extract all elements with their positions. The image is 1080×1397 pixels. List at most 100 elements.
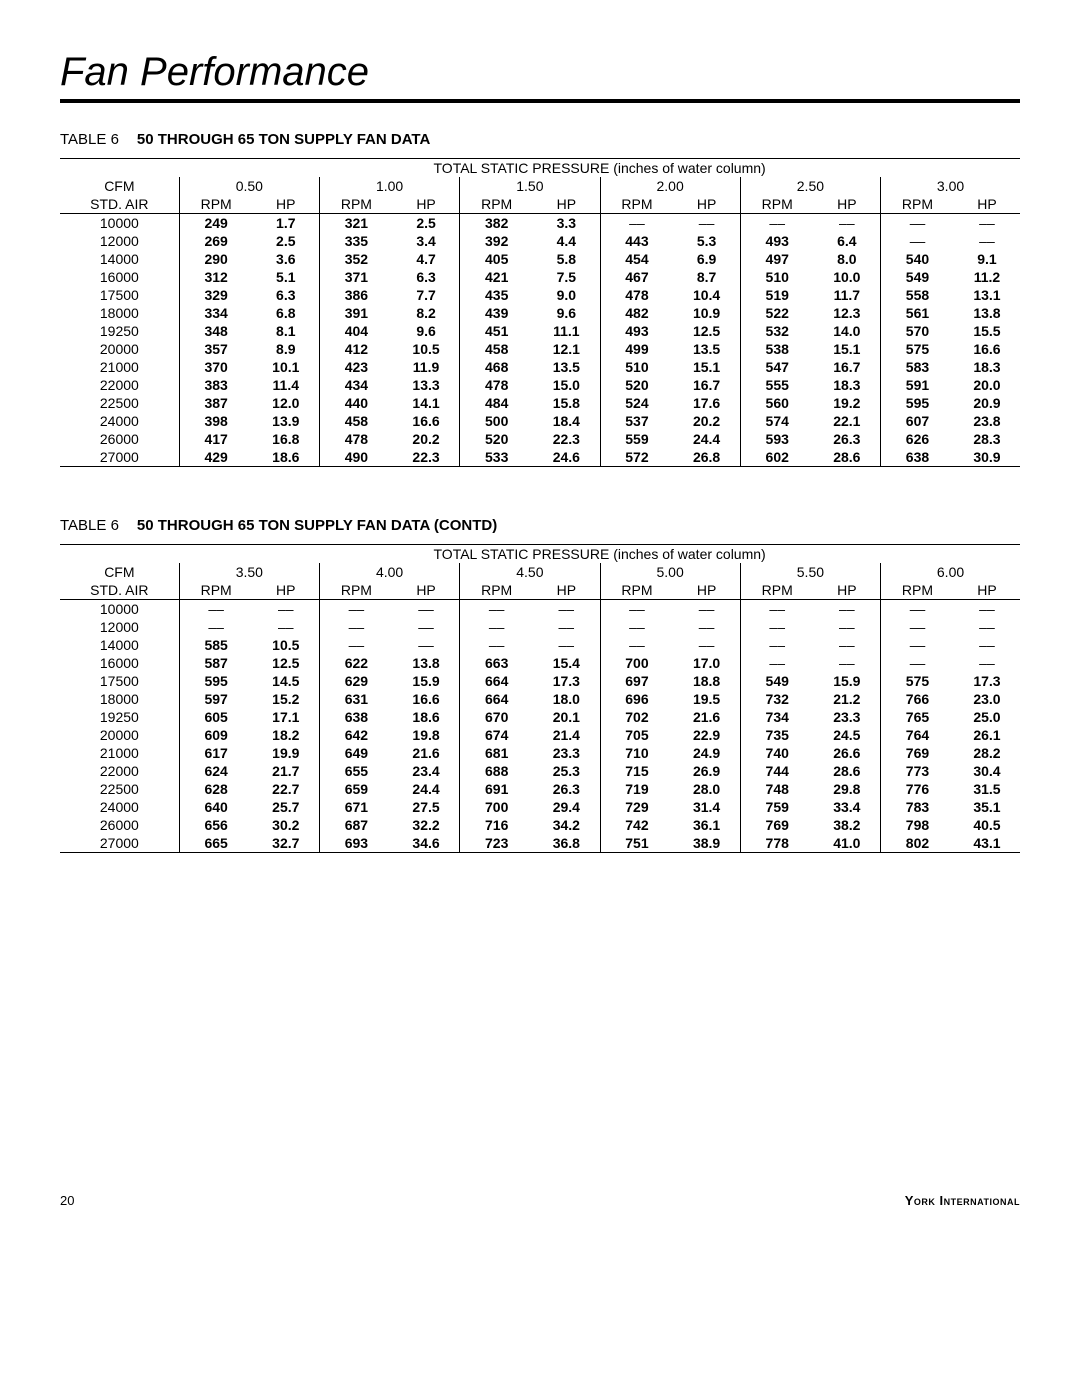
hp-cell: 23.4 [393,762,460,780]
rpm-cell: 392 [460,232,533,250]
hp-cell: 16.6 [393,412,460,430]
cfm-cell: 20000 [60,726,179,744]
page-number: 20 [60,1193,74,1208]
cfm-cell: 22000 [60,762,179,780]
hp-cell: 24.5 [814,726,881,744]
hp-cell: –– [814,600,881,619]
rpm-cell: 451 [460,322,533,340]
hp-cell: 10.5 [253,636,320,654]
hp-cell: 38.9 [673,834,740,853]
sub-header-rpm: RPM [600,195,673,214]
hp-cell: 21.4 [533,726,600,744]
hp-cell: 6.8 [253,304,320,322]
rpm-cell: 778 [740,834,813,853]
rpm-cell: 443 [600,232,673,250]
rpm-cell: 765 [881,708,954,726]
rpm-cell: 697 [600,672,673,690]
rpm-cell: 583 [881,358,954,376]
hp-cell: 21.2 [814,690,881,708]
cfm-cell: 10000 [60,600,179,619]
rpm-cell: 602 [740,448,813,467]
rpm-cell: 570 [881,322,954,340]
hp-cell: –– [814,618,881,636]
fan-data-table: TOTAL STATIC PRESSURE (inches of water c… [60,544,1020,853]
hp-cell: 22.1 [814,412,881,430]
rpm-cell: 729 [600,798,673,816]
sub-header-hp: HP [673,195,740,214]
hp-cell: –– [954,600,1020,619]
hp-cell: 9.0 [533,286,600,304]
rpm-cell: 773 [881,762,954,780]
hp-cell: 15.9 [814,672,881,690]
hp-cell: 18.6 [393,708,460,726]
sub-header-rpm: RPM [460,195,533,214]
rpm-cell: 719 [600,780,673,798]
hp-cell: 12.5 [253,654,320,672]
hp-cell: –– [393,636,460,654]
hp-cell: 11.7 [814,286,881,304]
rpm-cell: 312 [179,268,252,286]
rpm-cell: 371 [319,268,392,286]
rpm-cell: 622 [319,654,392,672]
cfm-cell: 27000 [60,448,179,467]
rpm-cell: –– [460,618,533,636]
rpm-cell: 700 [460,798,533,816]
hp-cell: –– [533,636,600,654]
pressure-header: 6.00 [881,563,1020,581]
hp-cell: 16.6 [954,340,1020,358]
rpm-cell: –– [881,600,954,619]
hp-cell: 19.5 [673,690,740,708]
rpm-cell: 458 [319,412,392,430]
rpm-cell: 664 [460,672,533,690]
hp-cell: 25.0 [954,708,1020,726]
rpm-cell: 519 [740,286,813,304]
rpm-cell: 748 [740,780,813,798]
rpm-cell: 398 [179,412,252,430]
pressure-header: 2.50 [740,177,880,195]
rpm-cell: –– [600,636,673,654]
hp-cell: 29.8 [814,780,881,798]
hp-cell: 20.0 [954,376,1020,394]
page-title: Fan Performance [60,50,1020,95]
cfm-cell: 18000 [60,690,179,708]
hp-cell: 15.1 [673,358,740,376]
rpm-cell: –– [740,618,813,636]
sub-header-hp: HP [954,195,1020,214]
cfm-cell: 16000 [60,654,179,672]
hp-cell: –– [673,636,740,654]
rpm-cell: 705 [600,726,673,744]
rpm-cell: –– [319,636,392,654]
hp-cell: 16.7 [814,358,881,376]
rpm-cell: 561 [881,304,954,322]
rpm-cell: 575 [881,672,954,690]
rpm-cell: 681 [460,744,533,762]
sub-header-hp: HP [393,581,460,600]
sub-header-rpm: RPM [881,581,954,600]
hp-cell: 14.1 [393,394,460,412]
table-caption: TABLE 650 THROUGH 65 TON SUPPLY FAN DATA… [60,517,1020,534]
rpm-cell: 269 [179,232,252,250]
hp-cell: 5.8 [533,250,600,268]
rpm-cell: 665 [179,834,252,853]
hp-cell: 4.7 [393,250,460,268]
hp-cell: –– [954,214,1020,233]
rpm-cell: 490 [319,448,392,467]
rpm-cell: 663 [460,654,533,672]
rpm-cell: 626 [881,430,954,448]
tables-container: TABLE 650 THROUGH 65 TON SUPPLY FAN DATA… [60,131,1020,853]
cfm-cell: 26000 [60,816,179,834]
cfm-cell: 19250 [60,322,179,340]
hp-cell: 34.6 [393,834,460,853]
rpm-cell: 691 [460,780,533,798]
hp-cell: 28.6 [814,448,881,467]
hp-cell: 8.1 [253,322,320,340]
rpm-cell: 348 [179,322,252,340]
rpm-cell: 249 [179,214,252,233]
hp-cell: 18.2 [253,726,320,744]
hp-cell: 4.4 [533,232,600,250]
hp-cell: 23.0 [954,690,1020,708]
rpm-cell: 478 [319,430,392,448]
rpm-cell: 751 [600,834,673,853]
hp-cell: –– [673,214,740,233]
table-caption: TABLE 650 THROUGH 65 TON SUPPLY FAN DATA [60,131,1020,148]
